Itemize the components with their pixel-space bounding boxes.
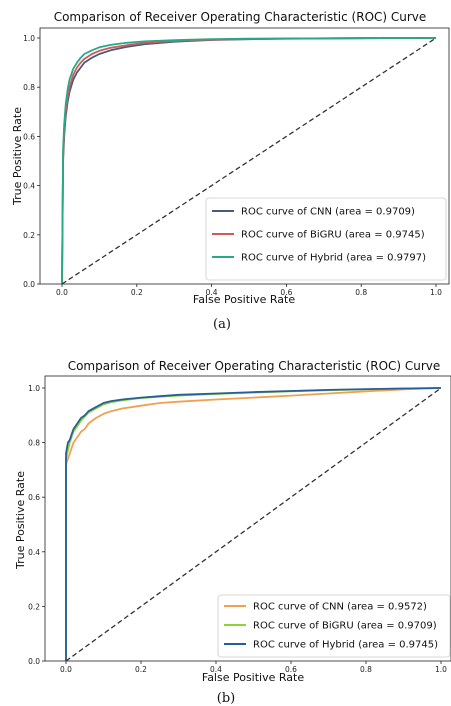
chart-a-ticks: 0.0 0.2 0.4 0.6 0.8 1.0 0.0 0.2 0.4 0.6 0.8 1.0 <box>23 34 442 297</box>
chart-b-xtick-label: 0.8 <box>360 665 372 674</box>
chart-a-ytick-label: 0.2 <box>23 231 35 240</box>
chart-a-roc-line-2 <box>61 37 437 285</box>
chart-a-ytick-label: 1.0 <box>23 34 35 43</box>
chart-b-xtick-label: 0.6 <box>285 665 297 674</box>
chart-a-xtick-label: 0.4 <box>206 288 218 297</box>
chart-b-ticks: 0.0 0.2 0.4 0.6 0.8 1.0 0.0 0.2 0.4 0.6 0.8 1.0 <box>28 384 447 674</box>
chart-b-frame <box>44 375 451 662</box>
chart-a-legend-label: ROC curve of CNN (area = 0.9709) <box>241 207 415 218</box>
chart-b-legend-label: ROC curve of Hybrid (area = 0.9745) <box>253 640 438 651</box>
chart-b-ytick-label: 0.2 <box>28 602 40 611</box>
chart-a-xtick-label: 0.8 <box>355 288 367 297</box>
chart-b-ytick-label: 1.0 <box>28 384 40 393</box>
chart-b-title: Comparison of Receiver Operating Charact… <box>68 359 441 373</box>
chart-a-xtick-label: 0.2 <box>131 288 143 297</box>
chart-b-legend-label: ROC curve of BiGRU (area = 0.9709) <box>253 621 437 632</box>
chart-b-caption: (b) <box>217 691 235 706</box>
chart-a-ytick-label: 0.0 <box>23 280 35 289</box>
chart-b-xtick-label: 0.2 <box>135 665 147 674</box>
chart-b-xlabel: False Positive Rate <box>202 671 304 684</box>
chart-b-xtick-label: 0.4 <box>210 665 222 674</box>
chart-a-series <box>61 37 437 285</box>
chart-a-xtick-label: 0.6 <box>280 288 292 297</box>
chart-a-ytick-label: 0.8 <box>23 83 35 92</box>
chart-a-xtick-label: 1.0 <box>430 288 442 297</box>
chart-a-xtick-label: 0.0 <box>56 288 68 297</box>
chart-b-legend-box <box>217 594 451 658</box>
chart-a-legend-label: ROC curve of Hybrid (area = 0.9797) <box>241 253 426 264</box>
chart-a-legend: ROC curve of CNN (area = 0.9709) ROC curv… <box>205 197 447 281</box>
chart-b-ytick-label: 0.8 <box>28 439 40 448</box>
chart-b-legend: ROC curve of CNN (area = 0.9572) ROC curv… <box>217 594 451 658</box>
chart-a-legend-box <box>205 197 447 281</box>
chart-b-ytick-label: 0.0 <box>28 657 40 666</box>
chart-a-caption: (a) <box>213 317 231 332</box>
chart-b-legend-label: ROC curve of CNN (area = 0.9572) <box>253 602 427 613</box>
chart-a-ytick-label: 0.4 <box>23 182 35 191</box>
chart-a-ylabel: True Positive Rate <box>11 107 24 206</box>
chart-b-ytick-label: 0.6 <box>28 493 40 502</box>
chart-b-xtick-label: 0.0 <box>60 665 72 674</box>
chart-a-frame <box>39 27 450 285</box>
chart-a-legend-label: ROC curve of BiGRU (area = 0.9745) <box>241 230 425 241</box>
chart-b-roc-line-2 <box>65 387 442 661</box>
chart-b-series <box>65 387 442 662</box>
chart-b-ylabel: True Positive Rate <box>14 471 27 570</box>
chart-b-diagonal-reference-line <box>65 387 442 662</box>
chart-a-ytick-label: 0.6 <box>23 132 35 141</box>
chart-a-title: Comparison of Receiver Operating Charact… <box>54 10 427 24</box>
chart-b-xtick-label: 1.0 <box>435 665 447 674</box>
chart-b-roc-line-0 <box>65 387 442 661</box>
chart-a: Comparison of Receiver Operating Charact… <box>11 10 450 332</box>
chart-a-xlabel: False Positive Rate <box>193 293 295 306</box>
chart-a-diagonal-reference-line <box>61 37 437 285</box>
chart-b-ytick-label: 0.4 <box>28 548 40 557</box>
chart-b: Comparison of Receiver Operating Charact… <box>14 359 451 706</box>
